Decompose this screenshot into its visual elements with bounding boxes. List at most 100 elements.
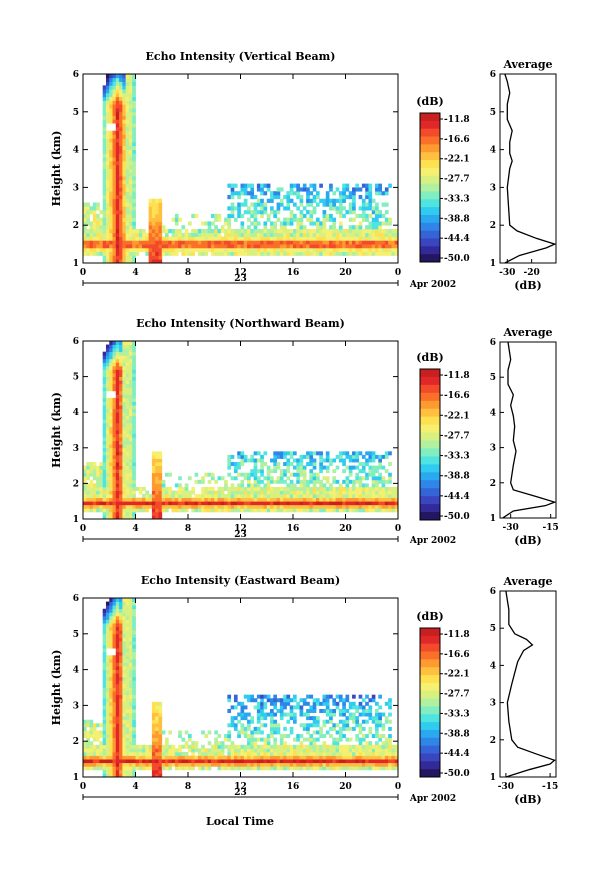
- heatmap-cell: [115, 504, 120, 509]
- heatmap-cell: [102, 228, 107, 234]
- heatmap-cell: [135, 751, 140, 756]
- heatmap-cell: [253, 698, 258, 703]
- colorbar-swatch: [420, 464, 440, 473]
- heatmap-cell: [273, 210, 277, 215]
- heatmap-cell: [276, 748, 281, 753]
- heatmap-cell: [184, 762, 189, 767]
- heatmap-cell: [112, 194, 117, 200]
- y-tick-label: 6: [73, 337, 79, 347]
- heatmap-cell: [184, 766, 189, 771]
- heatmap-cell: [289, 454, 294, 459]
- heatmap-cell: [233, 251, 238, 256]
- heatmap-cell: [125, 615, 130, 620]
- heatmap-cell: [309, 198, 314, 203]
- heatmap-cell: [158, 744, 163, 749]
- heatmap-cell: [119, 145, 123, 150]
- heatmap-cell: [335, 454, 340, 459]
- heatmap-cell: [102, 476, 107, 481]
- heatmap-cell: [112, 712, 117, 717]
- heatmap-cell: [260, 462, 264, 466]
- heatmap-cell: [112, 633, 117, 638]
- heatmap-cell: [358, 240, 363, 245]
- heatmap-cell: [312, 490, 317, 495]
- heatmap-cell: [112, 655, 117, 660]
- heatmap-cell: [115, 96, 120, 101]
- heatmap-cell: [319, 458, 323, 463]
- heatmap-cell: [260, 708, 264, 713]
- heatmap-cell: [151, 259, 156, 264]
- heatmap-cell: [83, 755, 87, 760]
- heatmap-cell: [338, 708, 343, 713]
- heatmap-cell: [201, 744, 205, 749]
- heatmap-cell: [325, 694, 330, 699]
- heatmap-cell: [174, 232, 179, 237]
- heatmap-cell: [286, 759, 291, 764]
- heatmap-cell: [243, 508, 248, 513]
- heatmap-cell: [155, 708, 159, 713]
- heatmap-cell: [247, 479, 251, 484]
- heatmap-cell: [115, 451, 120, 456]
- heatmap-cell: [286, 236, 291, 241]
- heatmap-cell: [270, 210, 274, 215]
- heatmap-cell: [148, 232, 153, 237]
- heatmap-cell: [204, 240, 209, 245]
- heatmap-cell: [306, 694, 310, 699]
- heatmap-cell: [132, 255, 136, 260]
- heatmap-cell: [125, 401, 130, 406]
- heatmap-cell: [306, 504, 310, 509]
- heatmap-cell: [125, 430, 130, 434]
- heatmap-cell: [105, 469, 110, 474]
- heatmap-cell: [92, 465, 97, 470]
- heatmap-cell: [378, 183, 382, 188]
- heatmap-cell: [296, 744, 300, 749]
- heatmap-cell: [253, 221, 258, 226]
- heatmap-cell: [115, 666, 120, 670]
- heatmap-cell: [96, 508, 100, 513]
- heatmap-cell: [89, 240, 94, 245]
- heatmap-cell: [122, 476, 127, 481]
- heatmap-cell: [247, 712, 251, 717]
- heatmap-cell: [240, 228, 245, 234]
- colorbar-tick-label: -44.4: [444, 234, 470, 244]
- heatmap-cell: [266, 479, 271, 484]
- heatmap-cell: [109, 369, 113, 374]
- heatmap-cell: [253, 194, 258, 200]
- heatmap-cell: [122, 726, 127, 731]
- heatmap-cell: [243, 705, 248, 710]
- heatmap-cell: [89, 751, 94, 756]
- heatmap-cell: [306, 766, 310, 771]
- heatmap-cell: [171, 232, 176, 237]
- heatmap-cell: [102, 100, 107, 105]
- heatmap-cell: [142, 751, 146, 756]
- heatmap-cell: [125, 766, 130, 771]
- heatmap-cell: [119, 232, 123, 237]
- y-tick-label: 6: [73, 594, 79, 604]
- heatmap-cell: [122, 168, 127, 173]
- heatmap-cell: [325, 465, 330, 470]
- heatmap-cell: [128, 164, 133, 169]
- heatmap-cell: [365, 483, 369, 488]
- heatmap-cell: [102, 748, 107, 753]
- colorbar-swatch: [420, 448, 440, 457]
- heatmap-cell: [128, 408, 133, 413]
- heatmap-cell: [132, 494, 136, 499]
- heatmap-cell: [122, 676, 127, 681]
- heatmap-cell: [115, 164, 120, 169]
- heatmap-cell: [122, 708, 127, 713]
- heatmap-cell: [394, 508, 399, 513]
- heatmap-cell: [86, 490, 90, 495]
- heatmap-cell: [122, 387, 127, 392]
- heatmap-cell: [286, 486, 291, 491]
- heatmap-cell: [181, 497, 186, 502]
- heatmap-cell: [125, 176, 130, 181]
- heatmap-cell: [102, 126, 107, 132]
- heatmap-cell: [256, 759, 261, 764]
- heatmap-cell: [365, 755, 369, 760]
- heatmap-cell: [273, 698, 277, 703]
- heatmap-cell: [102, 723, 107, 728]
- heatmap-cell: [122, 376, 127, 381]
- heatmap-cell: [119, 737, 123, 742]
- heatmap-cell: [155, 719, 159, 724]
- heatmap-cell: [194, 741, 199, 746]
- heatmap-cell: [384, 191, 389, 196]
